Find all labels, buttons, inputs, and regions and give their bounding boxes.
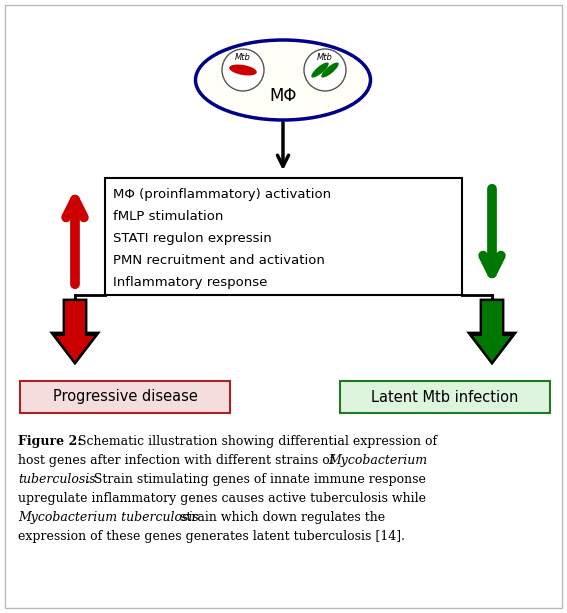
Text: Progressive disease: Progressive disease <box>53 389 197 405</box>
FancyArrow shape <box>54 300 96 363</box>
Text: Mtb: Mtb <box>317 53 333 61</box>
Ellipse shape <box>229 64 257 75</box>
FancyBboxPatch shape <box>105 178 462 295</box>
Text: MΦ (proinflammatory) activation: MΦ (proinflammatory) activation <box>113 188 331 201</box>
Ellipse shape <box>196 40 370 120</box>
Text: Schematic illustration showing differential expression of: Schematic illustration showing different… <box>74 435 437 448</box>
Ellipse shape <box>304 49 346 91</box>
Text: strain which down regulates the: strain which down regulates the <box>176 511 385 524</box>
Ellipse shape <box>321 63 338 78</box>
FancyBboxPatch shape <box>20 381 230 413</box>
Text: upregulate inflammatory genes causes active tuberculosis while: upregulate inflammatory genes causes act… <box>18 492 426 505</box>
Text: STATI regulon expressin: STATI regulon expressin <box>113 232 272 245</box>
FancyBboxPatch shape <box>340 381 550 413</box>
Text: Mtb: Mtb <box>235 53 251 61</box>
Text: Latent Mtb infection: Latent Mtb infection <box>371 389 519 405</box>
Ellipse shape <box>222 49 264 91</box>
Text: expression of these genes generates latent tuberculosis [14].: expression of these genes generates late… <box>18 530 405 543</box>
Text: host genes after infection with different strains of: host genes after infection with differen… <box>18 454 338 467</box>
Text: Mycobacterium: Mycobacterium <box>328 454 427 467</box>
Text: Figure 2:: Figure 2: <box>18 435 82 448</box>
Text: Mycobacterium tuberculosis: Mycobacterium tuberculosis <box>18 511 199 524</box>
Text: . Strain stimulating genes of innate immune response: . Strain stimulating genes of innate imm… <box>86 473 426 486</box>
Text: fMLP stimulation: fMLP stimulation <box>113 210 223 223</box>
Text: Inflammatory response: Inflammatory response <box>113 276 268 289</box>
Text: tuberculosis: tuberculosis <box>18 473 96 486</box>
Text: MΦ: MΦ <box>269 87 297 105</box>
Ellipse shape <box>311 63 329 78</box>
Text: PMN recruitment and activation: PMN recruitment and activation <box>113 254 325 267</box>
FancyArrow shape <box>471 300 513 363</box>
